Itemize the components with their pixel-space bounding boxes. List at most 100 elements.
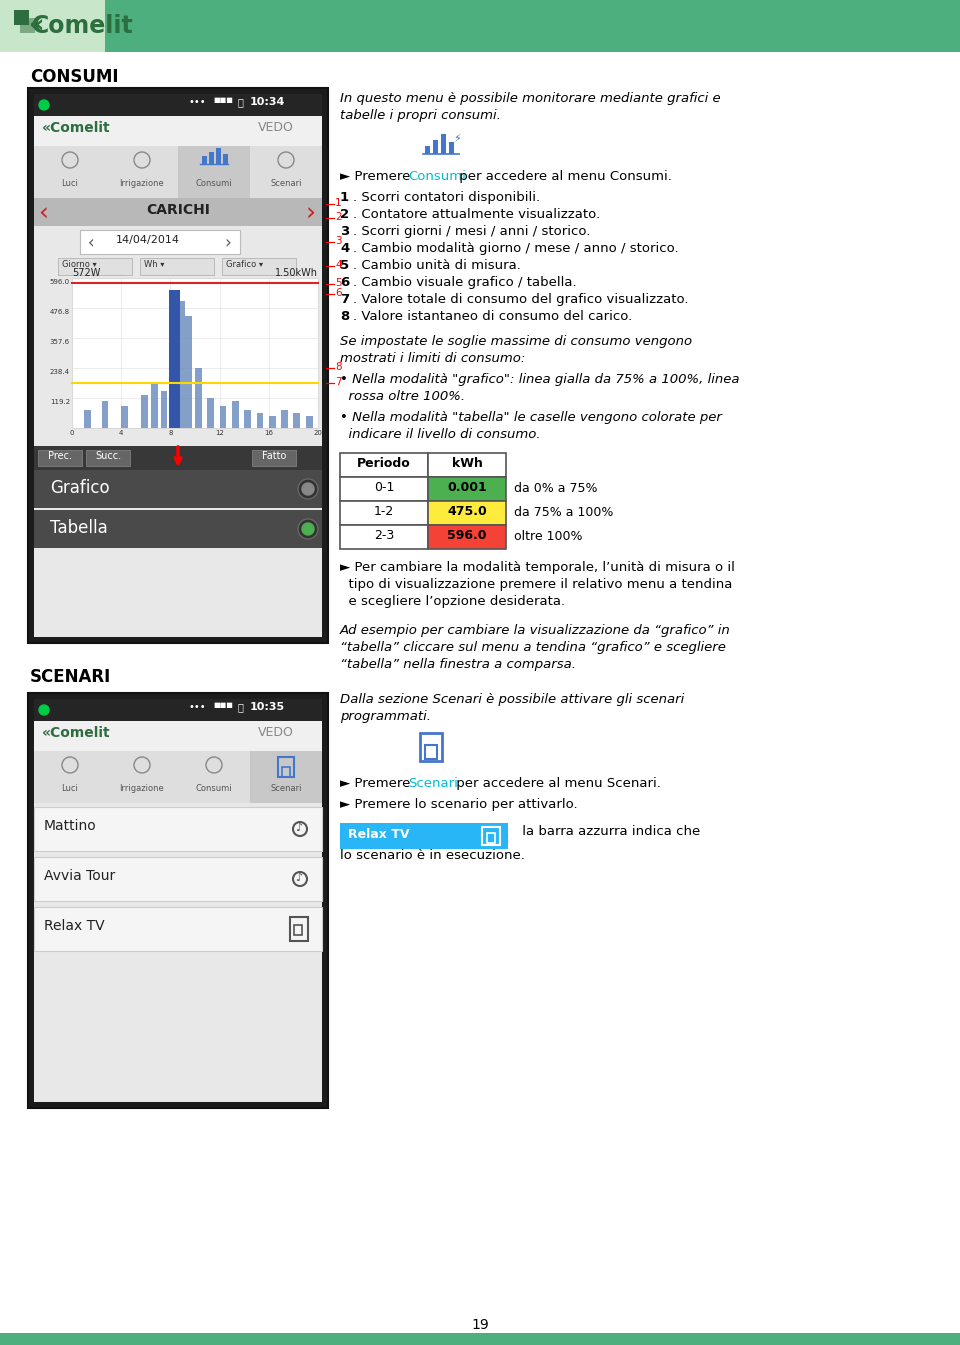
Text: Consumi: Consumi	[196, 784, 232, 794]
Text: • Nella modalità "tabella" le caselle vengono colorate per: • Nella modalità "tabella" le caselle ve…	[340, 412, 722, 424]
Text: ► Premere: ► Premere	[340, 777, 419, 790]
Text: 14/04/2014: 14/04/2014	[116, 235, 180, 245]
Text: 0: 0	[70, 430, 74, 436]
Bar	[282, 767, 290, 777]
Text: SCENARI: SCENARI	[30, 668, 111, 686]
Text: lo scenario è in esecuzione.: lo scenario è in esecuzione.	[340, 849, 525, 862]
Text: Irrigazione: Irrigazione	[120, 784, 164, 794]
Bar	[58, 258, 132, 274]
Bar	[209, 152, 214, 164]
Bar	[34, 857, 322, 901]
Bar	[171, 293, 178, 428]
Text: 8: 8	[168, 430, 173, 436]
Text: Tabella: Tabella	[50, 519, 108, 537]
Text: ›: ›	[224, 234, 230, 252]
Text: . Valore istantaneo di consumo del carico.: . Valore istantaneo di consumo del caric…	[353, 309, 633, 323]
Bar	[169, 291, 180, 428]
Text: Relax TV: Relax TV	[44, 919, 105, 933]
Text: 0.001: 0.001	[447, 482, 487, 494]
Bar	[28, 693, 328, 1108]
Text: Periodo: Periodo	[357, 457, 411, 469]
Text: rossa oltre 100%.: rossa oltre 100%.	[340, 390, 466, 403]
Text: per accedere al menu Consumi.: per accedere al menu Consumi.	[455, 169, 672, 183]
Text: ⚡: ⚡	[453, 134, 461, 144]
Text: Luci: Luci	[61, 179, 79, 188]
Bar	[34, 699, 322, 1102]
Text: 3: 3	[340, 225, 349, 238]
Text: per accedere al menu Scenari.: per accedere al menu Scenari.	[452, 777, 660, 790]
Text: 5: 5	[340, 260, 349, 272]
Bar	[216, 148, 221, 164]
Text: “tabella” nella finestra a comparsa.: “tabella” nella finestra a comparsa.	[340, 658, 576, 671]
Bar	[269, 416, 276, 428]
Text: 475.0: 475.0	[447, 504, 487, 518]
Text: ■■■: ■■■	[213, 702, 233, 707]
Bar	[281, 410, 288, 428]
Bar	[340, 477, 428, 500]
Bar	[86, 451, 130, 465]
Bar	[290, 917, 308, 942]
Text: Consumi: Consumi	[408, 169, 466, 183]
Text: tabelle i propri consumi.: tabelle i propri consumi.	[340, 109, 501, 122]
Bar	[72, 278, 318, 428]
Circle shape	[298, 479, 318, 499]
Bar	[428, 453, 506, 477]
Text: Comelit: Comelit	[32, 13, 133, 38]
Text: CONSUMI: CONSUMI	[30, 69, 118, 86]
Text: programmati.: programmati.	[340, 710, 431, 724]
Bar	[278, 757, 294, 777]
Bar	[250, 751, 322, 803]
Text: 12: 12	[215, 430, 224, 436]
Text: Irrigazione: Irrigazione	[120, 179, 164, 188]
Bar	[80, 230, 240, 254]
Text: In questo menu è possibile monitorare mediante grafici e: In questo menu è possibile monitorare me…	[340, 91, 721, 105]
Bar	[140, 258, 214, 274]
Text: 4: 4	[335, 260, 342, 270]
Bar	[294, 925, 302, 935]
Text: 0-1: 0-1	[373, 482, 395, 494]
Text: 7: 7	[335, 377, 342, 387]
Bar	[428, 500, 506, 525]
Bar	[195, 369, 202, 428]
Text: 4: 4	[340, 242, 349, 256]
Bar	[38, 451, 82, 465]
Bar	[151, 383, 157, 428]
Text: 8: 8	[340, 309, 349, 323]
Text: 10:35: 10:35	[250, 702, 285, 712]
Text: Prec.: Prec.	[48, 451, 72, 461]
Bar	[294, 413, 300, 428]
Text: 596.0: 596.0	[447, 529, 487, 542]
Bar	[0, 0, 105, 52]
Text: da 0% a 75%: da 0% a 75%	[514, 482, 597, 495]
Bar	[420, 733, 442, 761]
Bar	[428, 477, 506, 500]
Bar	[433, 140, 438, 153]
Text: 572W: 572W	[72, 268, 101, 278]
Text: VEDO: VEDO	[258, 121, 294, 134]
Bar	[20, 17, 35, 34]
Bar	[34, 807, 322, 851]
Text: da 75% a 100%: da 75% a 100%	[514, 506, 613, 519]
Bar	[102, 401, 108, 428]
Bar	[178, 147, 250, 198]
Text: Fatto: Fatto	[262, 451, 286, 461]
Bar	[34, 198, 322, 226]
Text: 2: 2	[335, 213, 342, 222]
Bar	[141, 395, 148, 428]
Text: Consumi: Consumi	[196, 179, 232, 188]
Text: ► Premere lo scenario per attivarlo.: ► Premere lo scenario per attivarlo.	[340, 798, 578, 811]
Text: . Cambio unità di misura.: . Cambio unità di misura.	[353, 260, 521, 272]
Text: la barra azzurra indica che: la barra azzurra indica che	[518, 824, 700, 838]
Bar	[340, 500, 428, 525]
Bar	[0, 0, 960, 52]
Text: 7: 7	[340, 293, 349, 307]
Text: indicare il livello di consumo.: indicare il livello di consumo.	[340, 428, 540, 441]
Text: kWh: kWh	[451, 457, 483, 469]
Bar	[34, 907, 322, 951]
Text: ■■■: ■■■	[213, 97, 233, 104]
Text: «: «	[28, 13, 43, 38]
Bar	[256, 413, 263, 428]
Text: ♪: ♪	[295, 823, 302, 833]
Text: Se impostate le soglie massime di consumo vengono: Se impostate le soglie massime di consum…	[340, 335, 692, 348]
Bar	[14, 9, 29, 26]
